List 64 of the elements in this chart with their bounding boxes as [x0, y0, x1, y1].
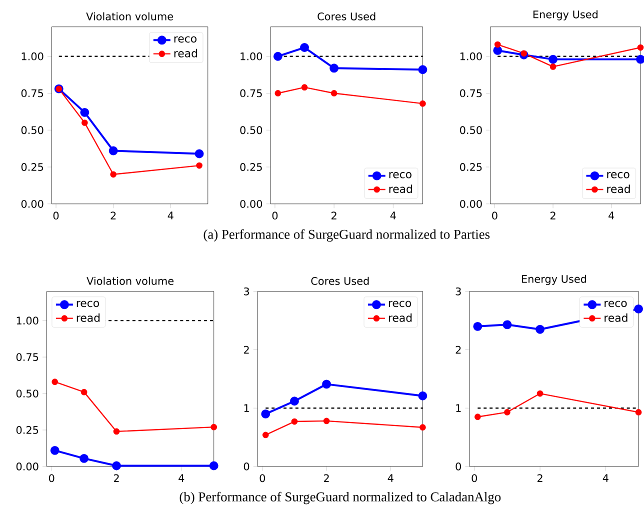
y-tick-label: 3 — [456, 287, 461, 296]
x-tick-label: 4 — [608, 212, 614, 220]
x-tick-label: 0 — [492, 212, 498, 220]
y-tick-label: 0.50 — [21, 126, 44, 134]
chart-title: Cores Used — [318, 12, 376, 20]
y-tick-label: 0.00 — [16, 462, 38, 470]
y-tick-label: 0.75 — [21, 89, 44, 98]
x-tick-label: 4 — [178, 474, 184, 482]
y-tick-label: 0.50 — [460, 126, 482, 134]
chart-title: Energy Used — [533, 10, 598, 20]
y-tick-label: 1.00 — [460, 52, 482, 60]
text: (b) Performance of SurgeGuard normalized to CaladanAlgo — [180, 492, 501, 504]
legend-label: reco — [604, 300, 627, 308]
x-tick-label: 0 — [53, 212, 59, 220]
y-tick-label: 0.25 — [460, 162, 482, 171]
y-tick-label: 0.75 — [16, 353, 38, 361]
y-tick-label: 0.50 — [16, 390, 38, 398]
x-tick-label: 4 — [602, 474, 608, 482]
legend-label: read — [388, 313, 412, 322]
y-tick-label: 0.50 — [240, 126, 262, 134]
y-tick-label: 0.75 — [240, 89, 262, 98]
y-tick-label: 2 — [456, 346, 461, 354]
text: (a) Performance of SurgeGuard normalized to Parties — [204, 229, 490, 242]
chart-title: Violation volume — [86, 12, 174, 20]
y-tick-label: 0.25 — [16, 426, 38, 434]
x-tick-label: 4 — [168, 212, 174, 220]
y-tick-label: 0.00 — [21, 200, 44, 208]
x-tick-label: 2 — [324, 474, 329, 482]
legend-label: read — [174, 48, 198, 58]
x-tick-label: 4 — [388, 474, 394, 482]
legend-label: read — [76, 313, 100, 322]
y-tick-label: 1 — [244, 404, 249, 412]
legend-label: reco — [388, 300, 412, 308]
x-tick-label: 0 — [48, 474, 54, 482]
y-tick-label: 1 — [456, 404, 461, 412]
legend-label: reco — [389, 172, 412, 178]
legend-label: reco — [76, 300, 100, 308]
x-tick-label: 2 — [550, 212, 556, 220]
y-tick-label: 0.00 — [460, 200, 482, 208]
chart-title: Cores Used — [311, 276, 369, 285]
legend-label: reco — [607, 172, 630, 178]
chart-title: Violation volume — [86, 276, 174, 285]
legend-label: read — [389, 184, 412, 194]
y-tick-label: 0.25 — [240, 162, 262, 171]
x-tick-label: 2 — [110, 212, 116, 220]
y-tick-label: 1.00 — [240, 52, 262, 60]
x-tick-label: 0 — [272, 212, 278, 220]
x-tick-label: 2 — [332, 212, 336, 220]
x-tick-label: 4 — [390, 212, 396, 220]
x-tick-label: 2 — [537, 474, 542, 482]
legend-label: read — [604, 313, 628, 322]
y-tick-label: 1.00 — [22, 52, 44, 60]
y-tick-label: 0 — [456, 462, 461, 470]
y-tick-label: 1.00 — [16, 316, 38, 324]
y-tick-label: 0 — [244, 462, 250, 470]
y-tick-label: 0.25 — [21, 162, 44, 171]
y-tick-label: 0.75 — [460, 89, 482, 98]
y-tick-label: 0.00 — [240, 200, 262, 208]
chart-title: Energy Used — [522, 274, 586, 285]
y-tick-label: 2 — [244, 346, 249, 354]
legend-label: read — [607, 184, 630, 194]
y-tick-label: 3 — [244, 287, 250, 296]
legend-label: reco — [174, 36, 196, 43]
x-tick-label: 2 — [114, 474, 119, 482]
